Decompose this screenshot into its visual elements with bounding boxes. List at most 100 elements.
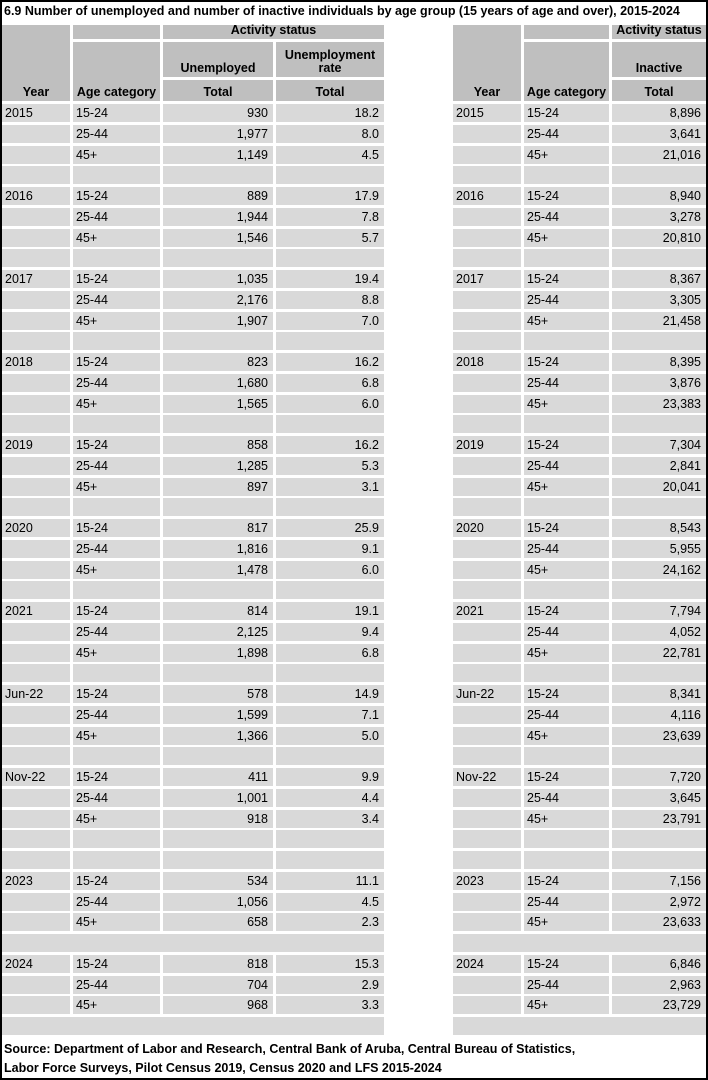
age-category-cell: 15-24 [73,270,160,288]
unemployment-rate-cell: 25.9 [276,519,384,537]
unemployment-rate-cell: 18.2 [276,104,384,122]
age-category-cell: 25-44 [73,788,160,807]
age-category-cell: 25-44 [524,456,609,475]
year-cell [453,892,521,911]
age-category-cell: 45+ [73,560,160,579]
year-cell [2,124,70,143]
unemployment-rate-cell: 3.3 [276,996,384,1015]
unemployed-total-cell: 858 [163,436,273,454]
table-row: 2023 15-24 7,156 [453,871,706,890]
table-row: 25-44 2,125 9.4 [2,622,384,641]
table-row: 45+ 1,898 6.8 [2,643,384,662]
age-category-cell: 15-24 [73,954,160,973]
unemployment-rate-cell: 16.2 [276,436,384,454]
table-row: 25-44 3,641 [453,124,706,143]
year-cell [453,560,521,579]
source-note-line2: Labor Force Surveys, Pilot Census 2019, … [4,1061,442,1075]
unemployment-rate-cell: 5.7 [276,228,384,247]
age-category-cell: 25-44 [524,124,609,143]
age-category-cell: 15-24 [524,104,609,122]
unemployed-total-cell: 1,680 [163,373,273,392]
unemployment-rate-cell: 2.9 [276,975,384,994]
year-cell [2,913,70,932]
inactive-table-header: Year Age category Activity status Inacti… [453,24,706,101]
table-row: 45+ 22,781 [453,643,706,662]
spacer-cell [524,747,609,766]
spacer-cell [73,747,160,766]
table-row: 25-44 2,176 8.8 [2,290,384,309]
table-row: 2023 15-24 534 11.1 [2,871,384,890]
spacer-cell [453,415,521,434]
unemployed-total-cell: 1,565 [163,394,273,413]
age-category-cell: 15-24 [524,353,609,371]
spacer-cell [612,830,706,849]
table-row: 2015 15-24 930 18.2 [2,104,384,122]
age-category-cell: 45+ [524,913,609,932]
age-category-cell: 25-44 [73,456,160,475]
inactive-total-cell: 2,972 [612,892,706,911]
unemployed-total-cell: 1,035 [163,270,273,288]
table-row: 25-44 1,599 7.1 [2,705,384,724]
spacer-cell [612,747,706,766]
age-category-cell: 15-24 [524,768,609,786]
spacer-row [453,581,706,600]
spacer-cell [612,415,706,434]
unemployed-table: Year Age category Activity status Unempl… [2,24,384,1038]
year-cell [2,477,70,496]
year-cell: 2016 [453,187,521,205]
age-category-cell: 45+ [524,643,609,662]
inactive-total-cell: 7,794 [612,602,706,620]
spacer-cell [612,581,706,600]
table-row: Jun-22 15-24 578 14.9 [2,685,384,703]
year-cell [453,622,521,641]
activity-status-header: Activity status [612,24,706,39]
unemployed-total-cell: 1,599 [163,705,273,724]
unemployed-total-cell: 658 [163,913,273,932]
inactive-total-cell: 7,156 [612,871,706,890]
spacer-cell [2,664,70,683]
year-cell: 2018 [2,353,70,371]
unemployed-total-cell: 968 [163,996,273,1015]
spacer-cell [276,332,384,351]
spacer-cell [276,415,384,434]
table-row: 45+ 897 3.1 [2,477,384,496]
year-cell: 2015 [2,104,70,122]
spacer-cell [276,830,384,849]
age-category-cell: 45+ [73,726,160,745]
table-row: 25-44 3,305 [453,290,706,309]
spacer-row [2,581,384,600]
inactive-total-cell: 3,305 [612,290,706,309]
year-cell [453,207,521,226]
inactive-total-cell: 2,963 [612,975,706,994]
year-column-header: Year [453,25,521,101]
unemployed-total-cell: 704 [163,975,273,994]
spacer-cell [73,332,160,351]
year-cell: Nov-22 [453,768,521,786]
spacer-row [453,166,706,185]
year-cell [2,394,70,413]
spacer-cell [163,747,273,766]
year-cell [2,622,70,641]
spacer-cell [524,851,609,869]
age-category-cell: 25-44 [73,705,160,724]
spacer-row [2,332,384,351]
table-row: 45+ 23,383 [453,394,706,413]
inactive-total-cell: 7,720 [612,768,706,786]
unemployment-rate-cell: 3.4 [276,809,384,828]
age-category-cell: 15-24 [73,519,160,537]
table-row: 2020 15-24 817 25.9 [2,519,384,537]
spacer-cell [2,415,70,434]
year-cell: 2019 [453,436,521,454]
inactive-column-header: Inactive [612,42,706,77]
spacer-cell [453,664,521,683]
table-row: 2016 15-24 8,940 [453,187,706,205]
unemployment-rate-cell: 9.1 [276,539,384,558]
age-category-cell: 15-24 [524,954,609,973]
inactive-total-cell: 3,876 [612,373,706,392]
age-category-cell: 45+ [524,996,609,1015]
spacer-cell [276,249,384,268]
spacer-cell [524,664,609,683]
unemployed-total-cell: 2,176 [163,290,273,309]
inactive-total-cell: 21,016 [612,145,706,164]
year-cell: 2015 [453,104,521,122]
